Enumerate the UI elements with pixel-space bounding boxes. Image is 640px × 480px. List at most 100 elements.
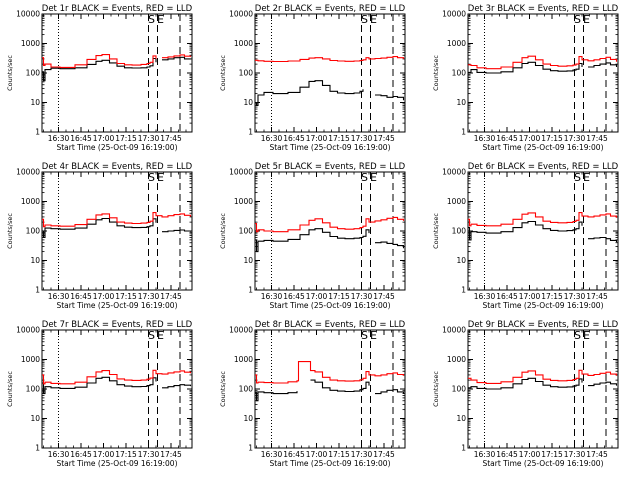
series-lld-line <box>468 369 618 384</box>
x-tick-label: 16:45 <box>283 292 305 301</box>
x-tick-label: 17:15 <box>541 134 563 143</box>
x-tick-label: 16:30 <box>474 292 496 301</box>
x-tick-label: 17:45 <box>160 134 182 143</box>
x-tick-label: 17:00 <box>93 134 115 143</box>
x-tick-label: 16:45 <box>496 134 518 143</box>
panel-5: Det 5r BLACK = Events, RED = LLD 1 10 100 10… <box>219 162 406 310</box>
series-lld-line <box>255 56 405 63</box>
x-tick-label: 16:30 <box>261 292 283 301</box>
x-tick-label: 17:30 <box>351 134 373 143</box>
x-tick-label: 17:15 <box>328 134 350 143</box>
y-tick-label: 10 <box>243 256 253 265</box>
series-events-line <box>255 228 405 253</box>
e-marker: E <box>583 171 590 184</box>
e-marker: E <box>583 13 590 26</box>
y-tick-label: 1 <box>461 128 466 137</box>
panel-title: Det 4r BLACK = Events, RED = LLD <box>42 162 193 172</box>
y-tick-label: 1000 <box>447 355 466 364</box>
x-tick-label: 17:00 <box>519 292 541 301</box>
x-tick-label: 16:45 <box>70 292 92 301</box>
s-marker: S <box>574 329 581 342</box>
x-tick-label: 17:00 <box>93 292 115 301</box>
x-tick-label: 17:45 <box>586 450 608 459</box>
y-tick-label: 100 <box>239 385 254 394</box>
panel-8: Det 8r BLACK = Events, RED = LLD 1 10 100 10… <box>219 320 406 468</box>
y-tick-label: 10000 <box>229 10 253 19</box>
series-events-line <box>468 220 618 243</box>
y-tick-label: 1000 <box>21 355 40 364</box>
x-tick-label: 16:30 <box>48 292 70 301</box>
x-axis-label: Start Time (25-Oct-09 16:19:00) <box>269 143 390 152</box>
y-tick-label: 10000 <box>16 10 40 19</box>
x-tick-label: 17:45 <box>160 450 182 459</box>
y-axis-label: Counts/sec <box>432 371 440 407</box>
panel-4: Det 4r BLACK = Events, RED = LLD 1 10 100 10… <box>6 162 193 310</box>
x-tick-label: 17:45 <box>160 292 182 301</box>
s-marker: S <box>574 13 581 26</box>
panel-title: Det 2r BLACK = Events, RED = LLD <box>255 4 406 14</box>
y-tick-label: 1000 <box>21 39 40 48</box>
x-axis-label: Start Time (25-Oct-09 16:19:00) <box>56 301 177 310</box>
s-marker: S <box>361 13 368 26</box>
y-tick-label: 1 <box>35 128 40 137</box>
x-tick-label: 17:30 <box>564 134 586 143</box>
series-events-line <box>42 376 192 395</box>
x-tick-label: 16:45 <box>70 134 92 143</box>
plot-frame <box>41 329 193 449</box>
y-tick-label: 10000 <box>229 168 253 177</box>
y-tick-label: 1 <box>35 444 40 453</box>
y-axis-label: Counts/sec <box>6 213 14 249</box>
y-axis-label: Counts/sec <box>432 55 440 91</box>
y-tick-label: 1 <box>461 286 466 295</box>
panel-2: Det 2r BLACK = Events, RED = LLD 1 10 100 10… <box>219 4 406 152</box>
series-lld-line <box>255 361 405 384</box>
y-tick-label: 1000 <box>447 197 466 206</box>
s-marker: S <box>574 171 581 184</box>
panel-title: Det 6r BLACK = Events, RED = LLD <box>468 162 619 172</box>
y-tick-label: 1 <box>248 286 253 295</box>
y-tick-label: 10000 <box>16 168 40 177</box>
y-tick-label: 10 <box>456 256 466 265</box>
y-tick-label: 10000 <box>442 10 466 19</box>
x-tick-label: 17:45 <box>373 450 395 459</box>
x-tick-label: 17:15 <box>115 134 137 143</box>
x-tick-label: 17:15 <box>328 450 350 459</box>
series-events-line <box>42 56 192 82</box>
x-tick-label: 17:30 <box>351 292 373 301</box>
y-tick-label: 100 <box>452 69 467 78</box>
x-tick-label: 17:15 <box>328 292 350 301</box>
y-tick-label: 10000 <box>442 168 466 177</box>
plot-frame <box>254 171 406 291</box>
s-marker: S <box>148 13 155 26</box>
y-tick-label: 100 <box>26 385 41 394</box>
y-tick-label: 10 <box>243 98 253 107</box>
panel-3: Det 3r BLACK = Events, RED = LLD 1 10 100 10… <box>432 4 619 152</box>
s-marker: S <box>361 329 368 342</box>
x-tick-label: 17:30 <box>138 450 160 459</box>
panel-1: Det 1r BLACK = Events, RED = LLD 1 10 100 10… <box>6 4 193 152</box>
x-tick-label: 17:45 <box>586 292 608 301</box>
y-axis-label: Counts/sec <box>6 55 14 91</box>
x-tick-label: 16:30 <box>474 134 496 143</box>
x-axis-label: Start Time (25-Oct-09 16:19:00) <box>482 459 603 468</box>
y-tick-label: 10000 <box>229 326 253 335</box>
series-lld-line <box>255 216 405 233</box>
series-lld-line <box>468 55 618 70</box>
panel-7: Det 7r BLACK = Events, RED = LLD 1 10 100 10… <box>6 320 193 468</box>
x-tick-label: 16:30 <box>474 450 496 459</box>
x-axis-label: Start Time (25-Oct-09 16:19:00) <box>56 143 177 152</box>
plot-frame <box>467 171 619 291</box>
e-marker: E <box>370 13 377 26</box>
series-lld-line <box>42 212 192 228</box>
y-tick-label: 100 <box>239 227 254 236</box>
x-axis-label: Start Time (25-Oct-09 16:19:00) <box>482 143 603 152</box>
y-tick-label: 100 <box>452 227 467 236</box>
x-tick-label: 17:00 <box>306 292 328 301</box>
e-marker: E <box>157 13 164 26</box>
y-axis-label: Counts/sec <box>219 371 227 407</box>
e-marker: E <box>370 329 377 342</box>
x-tick-label: 17:00 <box>519 134 541 143</box>
series-lld-line <box>42 54 192 68</box>
y-axis-label: Counts/sec <box>219 213 227 249</box>
